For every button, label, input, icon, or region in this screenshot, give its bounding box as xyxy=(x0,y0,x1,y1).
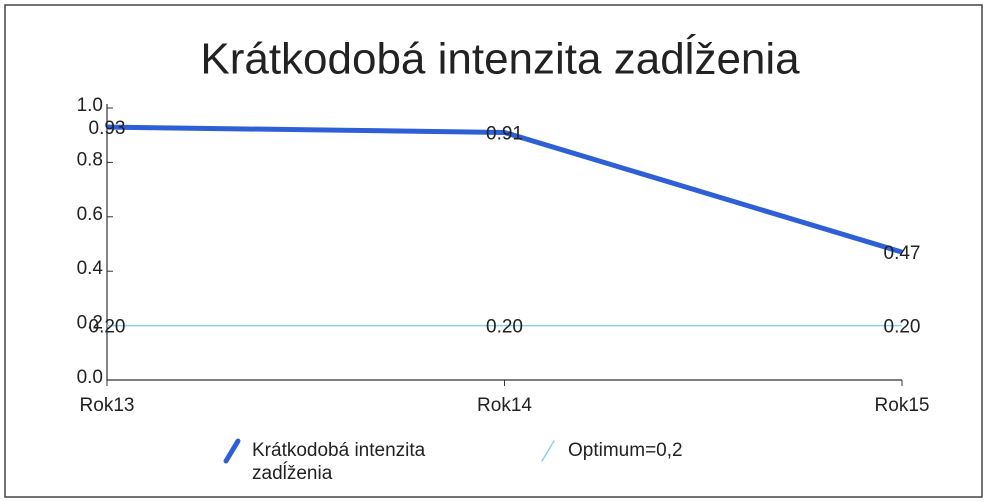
data-label: 0.20 xyxy=(884,317,921,338)
legend-icon xyxy=(223,438,241,464)
y-tick-label: 0.2 xyxy=(77,313,103,334)
legend-label: Optimum=0,2 xyxy=(568,440,683,461)
chart-title: Krátkodobá intenzita zadĺženia xyxy=(200,33,800,84)
x-tick-label: Rok13 xyxy=(80,395,135,416)
legend-label: Krátkodobá intenzita zadĺženia xyxy=(252,440,426,484)
legend-icon xyxy=(541,440,555,462)
y-tick-label: 1.0 xyxy=(77,95,103,116)
y-tick-label: 0.4 xyxy=(77,258,104,279)
data-label: 0.93 xyxy=(89,118,126,139)
y-tick-label: 0.6 xyxy=(77,204,103,225)
frame xyxy=(4,4,983,498)
data-label: 0.91 xyxy=(486,123,523,144)
y-tick-label: 0.0 xyxy=(77,367,103,388)
x-tick-label: Rok14 xyxy=(477,395,532,416)
data-label: 0.20 xyxy=(486,317,523,338)
series-line xyxy=(106,124,903,255)
y-tick-label: 0.8 xyxy=(77,149,103,170)
data-label: 0.47 xyxy=(884,243,921,264)
x-tick-label: Rok15 xyxy=(875,395,930,416)
data-label: 0.20 xyxy=(89,317,126,338)
